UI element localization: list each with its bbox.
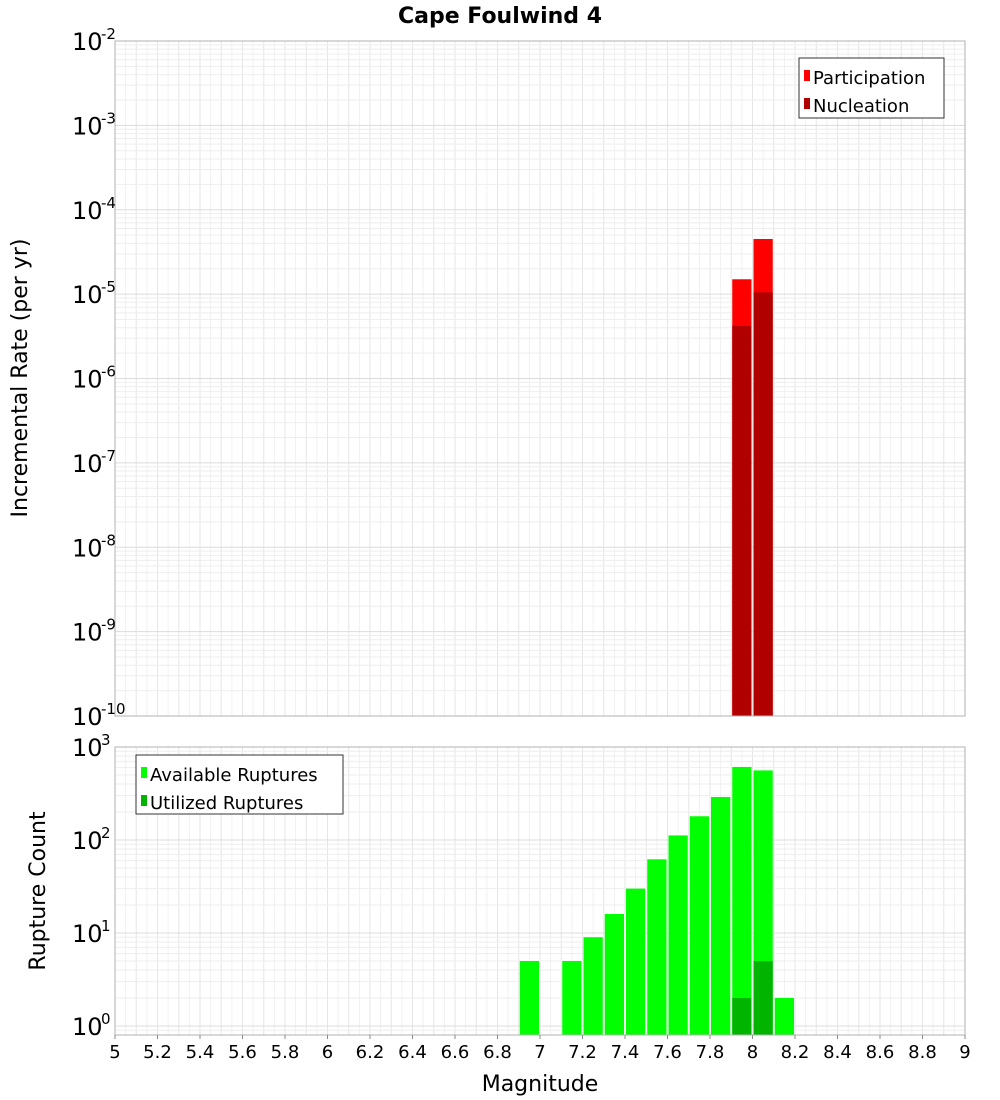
bar	[689, 816, 709, 1035]
y-tick-label: 10	[72, 703, 103, 731]
bottom-bars	[519, 766, 794, 1035]
y-tick-exponent: 1	[101, 917, 111, 935]
x-tick-label: 8	[747, 1042, 758, 1063]
y-tick-exponent: -9	[101, 616, 116, 634]
y-tick-exponent: -3	[101, 109, 116, 127]
y-tick-exponent: -7	[101, 447, 116, 465]
y-tick-label: 10	[72, 112, 103, 140]
legend-swatch	[804, 70, 810, 81]
bar	[753, 292, 773, 716]
bar	[732, 766, 752, 1035]
y-tick-label: 10	[72, 534, 103, 562]
top-gridlines	[114, 40, 966, 717]
y-tick-label: 10	[72, 734, 103, 762]
legend-swatch	[804, 98, 810, 109]
x-tick-label: 5.6	[228, 1042, 257, 1063]
x-tick-label: 7.4	[611, 1042, 640, 1063]
y-tick-exponent: -8	[101, 531, 116, 549]
x-tick-labels: 5 5.2 5.4 5.6 5.8 6 6.2 6.4 6.6 6.8 7 7.2 7.4 7.6 7.8 8…	[109, 1035, 971, 1063]
bar	[562, 960, 582, 1035]
bar	[732, 325, 752, 716]
bar	[647, 859, 667, 1035]
x-tick-label: 7.8	[696, 1042, 725, 1063]
x-tick-label: 6.8	[483, 1042, 512, 1063]
legend-box	[135, 754, 344, 815]
x-tick-label: 6.6	[441, 1042, 470, 1063]
x-axis-label: Magnitude	[482, 1072, 599, 1097]
bar	[626, 888, 646, 1035]
legend-swatch	[141, 767, 147, 778]
y-tick-label: 10	[72, 920, 103, 948]
y-tick-exponent: 0	[101, 1010, 111, 1028]
legend-entry: Available Ruptures	[150, 765, 318, 786]
top-bars	[732, 239, 773, 716]
x-tick-label: 6.4	[398, 1042, 427, 1063]
legend-entry: Participation	[813, 68, 925, 89]
y-tick-label: 10	[72, 1013, 103, 1041]
bar	[732, 997, 752, 1035]
y-tick-label: 10	[72, 281, 103, 309]
y-tick-label: 10	[72, 827, 103, 855]
y-tick-exponent: -5	[101, 278, 116, 296]
bar	[519, 960, 539, 1035]
bar	[604, 914, 624, 1035]
x-tick-label: 7	[534, 1042, 545, 1063]
x-tick-label: 8.6	[866, 1042, 895, 1063]
x-tick-label: 6	[322, 1042, 333, 1063]
legend-entry: Utilized Ruptures	[150, 793, 303, 814]
legend-box	[798, 57, 945, 119]
legend-swatch	[141, 795, 147, 806]
bar	[711, 796, 731, 1035]
y-tick-exponent: 3	[101, 731, 111, 749]
x-tick-label: 8.4	[823, 1042, 852, 1063]
y-tick-label: 10	[72, 28, 103, 56]
bar	[668, 835, 688, 1035]
y-tick-label: 10	[72, 197, 103, 225]
chart-title: Cape Foulwind 4	[398, 4, 602, 29]
top-plot-frame	[114, 40, 966, 717]
top-y-tick-labels: 10-210-310-410-510-610-710-810-910-10	[72, 25, 126, 731]
x-tick-label: 7.2	[568, 1042, 597, 1063]
y-tick-exponent: -10	[101, 700, 126, 718]
x-tick-label: 9	[959, 1042, 970, 1063]
top-y-axis-label: Incremental Rate (per yr)	[8, 239, 33, 518]
y-tick-exponent: -2	[101, 25, 116, 43]
y-tick-exponent: -4	[101, 194, 116, 212]
y-tick-label: 10	[72, 450, 103, 478]
y-tick-label: 10	[72, 619, 103, 647]
x-tick-label: 6.2	[356, 1042, 385, 1063]
x-tick-label: 8.8	[908, 1042, 937, 1063]
x-tick-label: 8.2	[781, 1042, 810, 1063]
y-tick-label: 10	[72, 366, 103, 394]
x-tick-label: 5	[109, 1042, 120, 1063]
y-tick-exponent: -6	[101, 363, 116, 381]
legend-entry: Nucleation	[813, 96, 909, 117]
top-legend: Participation Nucleation	[798, 57, 945, 119]
bar	[583, 937, 603, 1035]
y-tick-exponent: 2	[101, 824, 111, 842]
bar	[753, 960, 773, 1035]
bottom-legend: Available Ruptures Utilized Ruptures	[135, 754, 344, 815]
bottom-y-axis-label: Rupture Count	[26, 811, 51, 971]
x-tick-label: 7.6	[653, 1042, 682, 1063]
x-tick-label: 5.4	[186, 1042, 215, 1063]
x-tick-label: 5.8	[271, 1042, 300, 1063]
bar	[774, 997, 794, 1035]
x-tick-label: 5.2	[143, 1042, 172, 1063]
